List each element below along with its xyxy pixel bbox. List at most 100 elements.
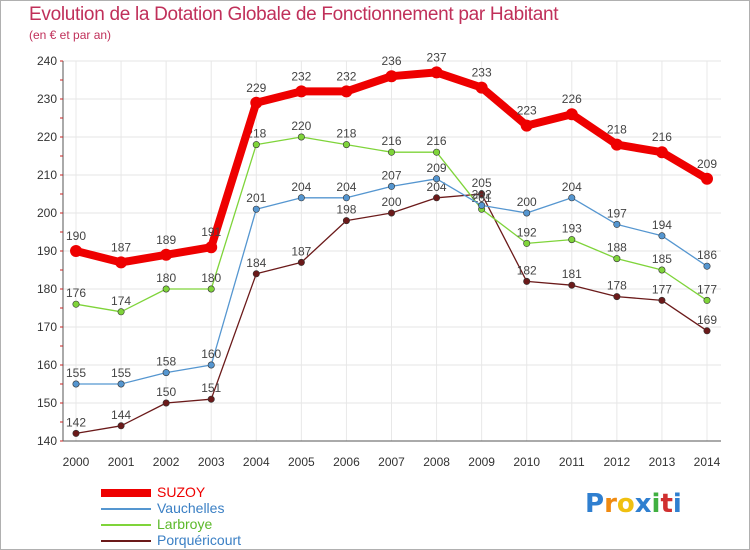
x-tick-label: 2012: [604, 455, 631, 469]
data-point: [703, 262, 711, 270]
data-label: 181: [562, 267, 582, 281]
data-point: [387, 209, 395, 217]
logo-letter: t: [660, 489, 673, 519]
data-point: [385, 70, 398, 83]
data-label: 236: [381, 54, 401, 68]
y-tick-label: 180: [37, 282, 57, 296]
x-tick-label: 2001: [108, 455, 135, 469]
data-point: [117, 422, 125, 430]
y-tick-label: 140: [37, 434, 57, 448]
data-point: [72, 380, 80, 388]
data-point: [117, 308, 125, 316]
data-label: 191: [201, 225, 221, 239]
data-label: 201: [472, 191, 492, 205]
data-label: 189: [156, 233, 176, 247]
data-label: 188: [607, 241, 627, 255]
y-tick-label: 240: [37, 54, 57, 68]
data-point: [658, 232, 666, 240]
y-tick-label: 170: [37, 320, 57, 334]
legend-swatch-porquericourt: [101, 540, 151, 542]
y-tick-label: 200: [37, 206, 57, 220]
y-tick-label: 230: [37, 92, 57, 106]
logo-letter: r: [604, 489, 617, 519]
x-tick-label: 2014: [694, 455, 721, 469]
data-point: [613, 293, 621, 301]
data-label: 194: [652, 218, 672, 232]
data-label: 232: [291, 69, 311, 83]
data-label: 209: [427, 161, 447, 175]
data-label: 202: [472, 187, 492, 201]
x-tick-label: 2002: [153, 455, 180, 469]
data-point: [70, 245, 82, 257]
data-point: [658, 296, 666, 304]
data-point: [162, 369, 170, 377]
data-label: 216: [652, 130, 672, 144]
data-point: [72, 429, 80, 437]
data-label: 201: [246, 191, 266, 205]
data-label: 204: [427, 180, 447, 194]
legend-swatch-larbroye: [101, 524, 151, 526]
logo-letter: x: [634, 489, 652, 519]
data-point: [703, 296, 711, 304]
x-tick-label: 2013: [649, 455, 676, 469]
chart-title: Evolution de la Dotation Globale de Fonc…: [29, 4, 559, 25]
data-label: 216: [381, 134, 401, 148]
logo-letter: i: [651, 489, 661, 519]
data-label: 226: [562, 92, 582, 106]
data-label: 209: [697, 157, 717, 171]
x-tick-label: 2004: [243, 455, 270, 469]
data-label: 200: [517, 195, 537, 209]
data-label: 151: [201, 381, 221, 395]
data-label: 144: [111, 408, 131, 422]
data-label: 184: [246, 256, 266, 270]
data-label: 187: [111, 240, 131, 254]
logo-letter: P: [585, 489, 605, 519]
data-label: 197: [607, 206, 627, 220]
data-point: [387, 182, 395, 190]
data-label: 177: [697, 282, 717, 296]
data-point: [568, 281, 576, 289]
data-label: 180: [201, 271, 221, 285]
data-label: 155: [66, 366, 86, 380]
data-point: [387, 148, 395, 156]
data-label: 198: [336, 203, 356, 217]
x-tick-label: 2009: [468, 455, 495, 469]
data-label: 204: [336, 180, 356, 194]
logo-letter: i: [672, 489, 682, 519]
data-label: 150: [156, 385, 176, 399]
data-point: [207, 285, 215, 293]
x-tick-label: 2007: [378, 455, 405, 469]
data-label: 176: [66, 286, 86, 300]
data-point: [568, 194, 576, 202]
x-tick-label: 2003: [198, 455, 225, 469]
data-label: 216: [427, 134, 447, 148]
x-tick-label: 2005: [288, 455, 315, 469]
data-point: [207, 361, 215, 369]
y-tick-label: 220: [37, 130, 57, 144]
data-label: 200: [381, 195, 401, 209]
data-point: [433, 148, 441, 156]
data-label: 169: [697, 313, 717, 327]
data-point: [72, 300, 80, 308]
data-point: [342, 194, 350, 202]
data-point: [613, 255, 621, 263]
data-label: 185: [652, 252, 672, 266]
data-point: [478, 201, 486, 209]
data-label: 160: [201, 347, 221, 361]
legend-label-vauchelles: Vauchelles: [157, 500, 225, 516]
data-label: 190: [66, 229, 86, 243]
data-label: 177: [652, 282, 672, 296]
data-label: 155: [111, 366, 131, 380]
data-point: [342, 217, 350, 225]
y-tick-label: 190: [37, 244, 57, 258]
data-label: 180: [156, 271, 176, 285]
data-point: [523, 209, 531, 217]
data-point: [520, 119, 533, 132]
x-tick-label: 2011: [559, 455, 585, 469]
data-point: [117, 380, 125, 388]
data-label: 204: [562, 180, 582, 194]
data-label: 220: [291, 119, 311, 133]
data-point: [162, 285, 170, 293]
